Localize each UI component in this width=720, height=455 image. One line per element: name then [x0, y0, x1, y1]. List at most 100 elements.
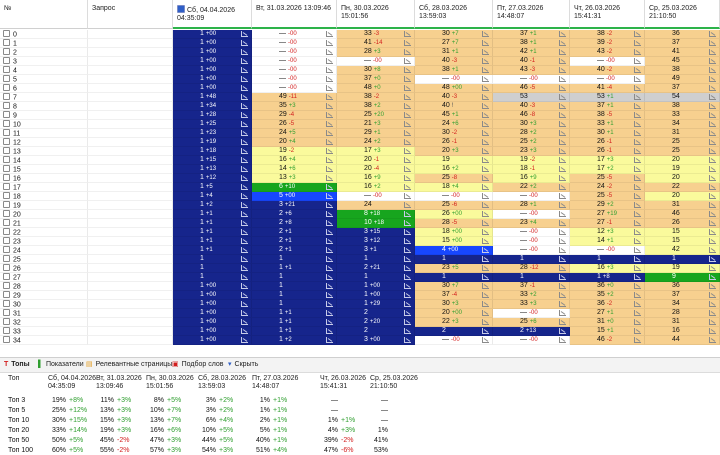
table-row[interactable]: 30 1 +00 1 1 +29 30 +3 33 +3 36 -2 34 [0, 300, 720, 309]
table-row[interactable]: 11 1 +23 24 +5 29 +1 30 -2 28 +2 30 +1 31 [0, 129, 720, 138]
chart-icon[interactable] [709, 148, 716, 154]
table-row[interactable]: 5 1 +00— -00 37 +0— -00— -00— -00 49 [0, 75, 720, 84]
chart-icon[interactable] [709, 328, 716, 334]
tab-hide[interactable]: ▾ Скрыть [228, 360, 258, 370]
row-number-cell[interactable]: 20 [0, 210, 88, 219]
chart-icon[interactable] [482, 283, 489, 289]
chart-icon[interactable] [482, 40, 489, 46]
row-number-cell[interactable]: 13 [0, 147, 88, 156]
chart-icon[interactable] [634, 139, 641, 145]
chart-icon[interactable] [241, 310, 248, 316]
row-number-cell[interactable]: 3 [0, 57, 88, 66]
column-header-date[interactable]: Пн, 30.03.2026 15:01:56 [337, 0, 415, 29]
chart-icon[interactable] [241, 103, 248, 109]
chart-icon[interactable] [634, 247, 641, 253]
row-number-cell[interactable]: 8 [0, 102, 88, 111]
column-header-query[interactable]: Запрос [88, 0, 173, 29]
chart-icon[interactable] [634, 319, 641, 325]
chart-icon[interactable] [709, 193, 716, 199]
chart-icon[interactable] [709, 319, 716, 325]
row-checkbox[interactable] [3, 318, 10, 325]
row-checkbox[interactable] [3, 129, 10, 136]
table-row[interactable]: 32 1 +00 1 +1 2 +20 22 +3 25 +6 31 +0 31 [0, 318, 720, 327]
chart-icon[interactable] [559, 112, 566, 118]
chart-icon[interactable] [404, 139, 411, 145]
row-checkbox[interactable] [3, 237, 10, 244]
table-row[interactable]: 4 1 +00— -00 30 +8 38 +1 43 -3 40 -2 38 [0, 66, 720, 75]
row-checkbox[interactable] [3, 111, 10, 118]
chart-icon[interactable] [482, 211, 489, 217]
chart-icon[interactable] [404, 76, 411, 82]
table-row[interactable]: 33 1 +00 1 +1 2 2 2 +13 15 +1 16 [0, 327, 720, 336]
chart-icon[interactable] [404, 94, 411, 100]
chart-icon[interactable] [404, 85, 411, 91]
row-checkbox[interactable] [3, 75, 10, 82]
query-cell[interactable] [88, 102, 173, 111]
row-checkbox[interactable] [3, 147, 10, 154]
chart-icon[interactable] [326, 256, 333, 262]
chart-icon[interactable] [559, 256, 566, 262]
row-checkbox[interactable] [3, 84, 10, 91]
chart-icon[interactable] [326, 103, 333, 109]
chart-icon[interactable] [404, 166, 411, 172]
tab-indicators[interactable]: ▌ Показатели [38, 360, 84, 370]
chart-icon[interactable] [326, 193, 333, 199]
chart-icon[interactable] [634, 274, 641, 280]
chart-icon[interactable] [482, 265, 489, 271]
chart-icon[interactable] [634, 193, 641, 199]
query-cell[interactable] [88, 291, 173, 300]
chart-icon[interactable] [559, 310, 566, 316]
chart-icon[interactable] [241, 265, 248, 271]
chart-icon[interactable] [241, 301, 248, 307]
chart-icon[interactable] [559, 283, 566, 289]
query-cell[interactable] [88, 120, 173, 129]
query-cell[interactable] [88, 228, 173, 237]
chart-icon[interactable] [326, 292, 333, 298]
chart-icon[interactable] [404, 229, 411, 235]
chart-icon[interactable] [559, 157, 566, 163]
chart-icon[interactable] [559, 337, 566, 343]
chart-icon[interactable] [404, 175, 411, 181]
chart-icon[interactable] [709, 256, 716, 262]
chart-icon[interactable] [241, 283, 248, 289]
chart-icon[interactable] [482, 139, 489, 145]
chart-icon[interactable] [634, 121, 641, 127]
chart-icon[interactable] [404, 112, 411, 118]
row-checkbox[interactable] [3, 93, 10, 100]
query-cell[interactable] [88, 48, 173, 57]
chart-icon[interactable] [404, 193, 411, 199]
chart-icon[interactable] [709, 130, 716, 136]
chart-icon[interactable] [634, 31, 641, 37]
row-number-cell[interactable]: 0 [0, 30, 88, 39]
row-number-cell[interactable]: 22 [0, 228, 88, 237]
query-cell[interactable] [88, 156, 173, 165]
table-row[interactable]: 8 1 +34 35 +3 38 +2 40! 40 -3 37 +1 38 [0, 102, 720, 111]
row-checkbox[interactable] [3, 57, 10, 64]
row-checkbox[interactable] [3, 120, 10, 127]
chart-icon[interactable] [241, 112, 248, 118]
chart-icon[interactable] [709, 274, 716, 280]
column-header-date[interactable]: Сб, 28.03.2026 13:59:03 [415, 0, 493, 29]
chart-icon[interactable] [482, 31, 489, 37]
chart-icon[interactable] [634, 229, 641, 235]
chart-icon[interactable] [482, 202, 489, 208]
chart-icon[interactable] [634, 256, 641, 262]
chart-icon[interactable] [482, 157, 489, 163]
chart-icon[interactable] [241, 148, 248, 154]
chart-icon[interactable] [241, 166, 248, 172]
chart-icon[interactable] [241, 274, 248, 280]
row-number-cell[interactable]: 6 [0, 84, 88, 93]
chart-icon[interactable] [634, 166, 641, 172]
query-cell[interactable] [88, 174, 173, 183]
chart-icon[interactable] [709, 211, 716, 217]
table-row[interactable]: 9 1 +28 29 -4 25 +20 45 +1 46 -8 38 -5 33 [0, 111, 720, 120]
row-checkbox[interactable] [3, 255, 10, 262]
row-number-cell[interactable]: 31 [0, 309, 88, 318]
chart-icon[interactable] [326, 85, 333, 91]
row-checkbox[interactable] [3, 66, 10, 73]
chart-icon[interactable] [404, 256, 411, 262]
chart-icon[interactable] [559, 220, 566, 226]
chart-icon[interactable] [482, 292, 489, 298]
chart-icon[interactable] [326, 40, 333, 46]
chart-icon[interactable] [241, 157, 248, 163]
